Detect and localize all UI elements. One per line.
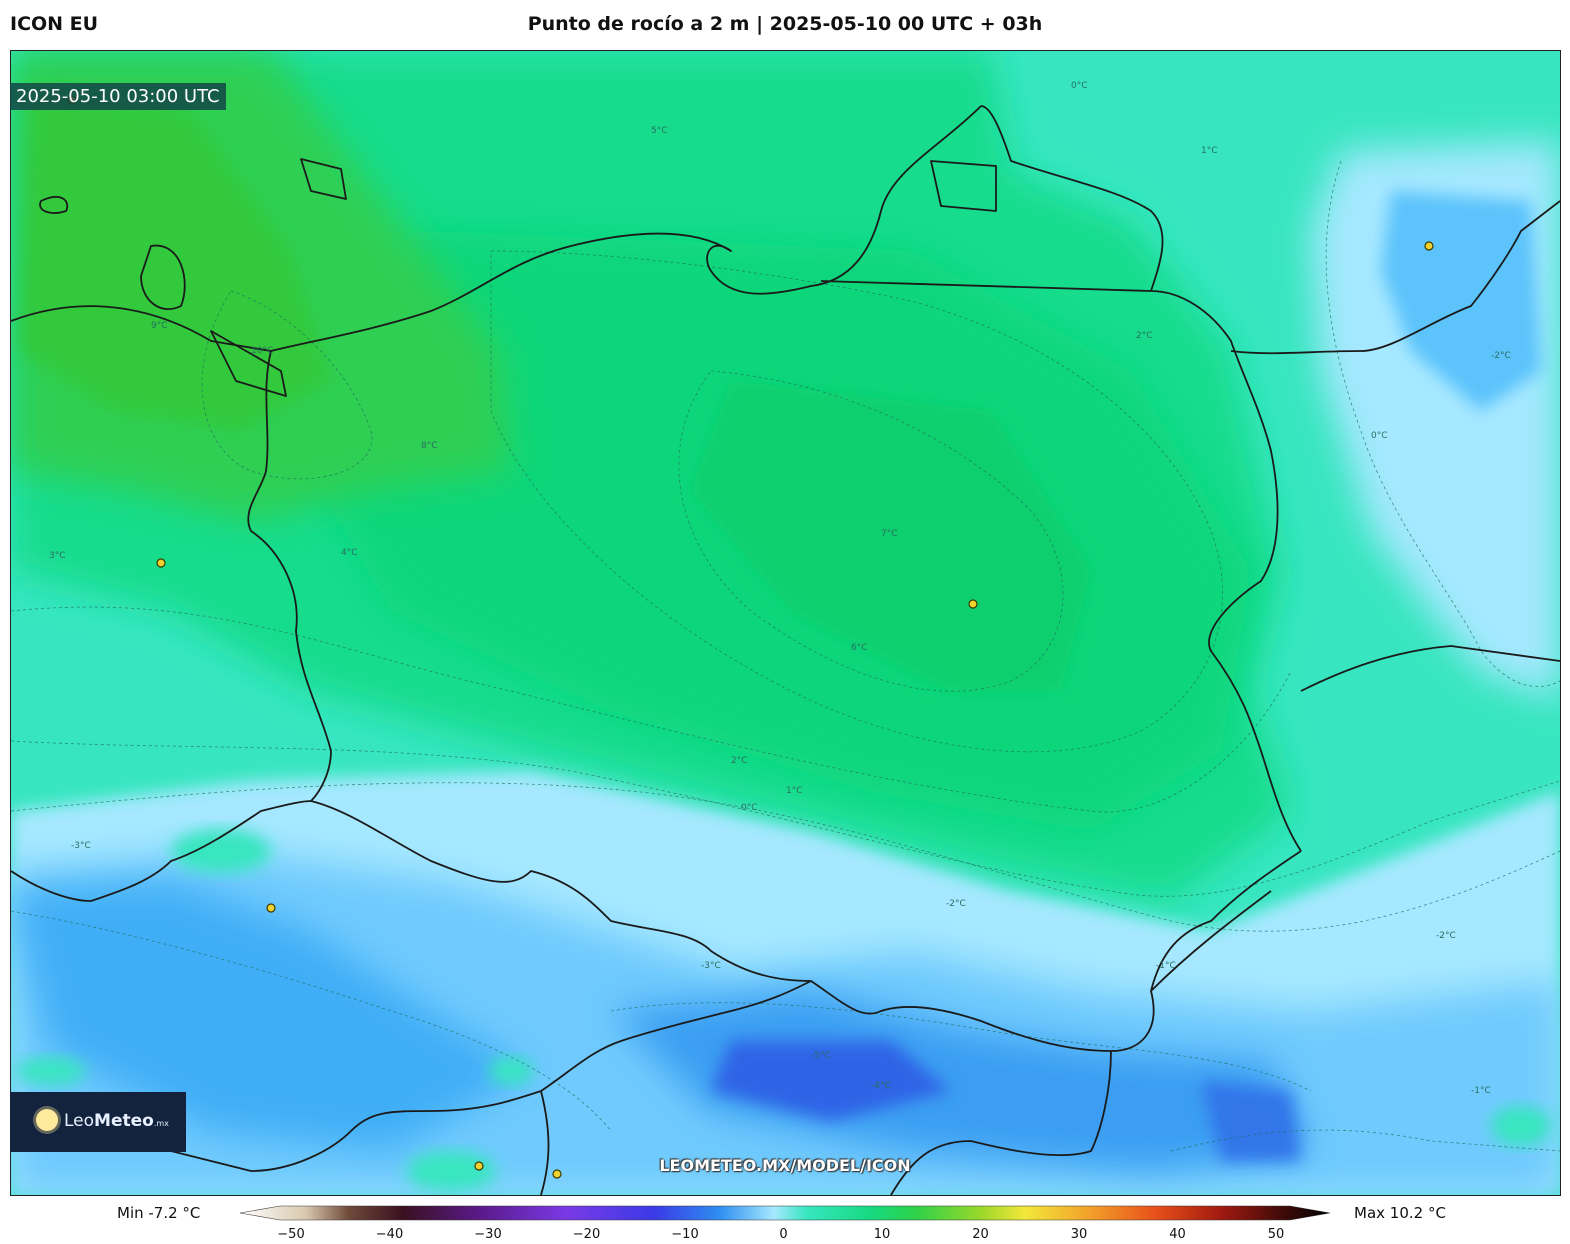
chart-title: Punto de rocío a 2 m | 2025-05-10 00 UTC… (527, 13, 1043, 35)
contour-label: -4°C (871, 1081, 891, 1091)
colorbar-tick: 50 (1267, 1227, 1285, 1242)
logo-suffix: .mx (153, 1119, 169, 1128)
colorbar-tick: 10 (873, 1227, 891, 1242)
contour-label: -5°C (811, 1051, 831, 1061)
contour-label: 0°C (1371, 431, 1388, 441)
contour-label: 0°C (741, 803, 758, 813)
contour-label: 1°C (1201, 146, 1218, 156)
site-watermark: LEOMETEO.MX/MODEL/ICON (659, 1156, 911, 1175)
weather-map[interactable]: 10°C 9°C 8°C 7°C 6°C 5°C 4°C 3°C 2°C 1°C… (10, 50, 1561, 1196)
contour-label: 2°C (731, 756, 748, 766)
city-markers (67, 95, 1434, 1179)
colorbar-tick: −50 (277, 1227, 305, 1242)
contour-label: 7°C (881, 529, 898, 539)
contour-label: 1°C (786, 786, 803, 796)
colorbar (240, 1205, 1330, 1221)
contour-label: 9°C (151, 321, 168, 331)
contour-label: -2°C (1436, 931, 1456, 941)
logo-text-bold: Meteo (94, 1111, 154, 1131)
contour-label: -1°C (1156, 961, 1176, 971)
contour-label: 3°C (49, 551, 66, 561)
logo-text: Leo (64, 1111, 95, 1131)
contour-label: -2°C (1491, 351, 1511, 361)
contour-label: 8°C (421, 441, 438, 451)
colorbar-max-label: Max 10.2 °C (1354, 1204, 1446, 1222)
contour-label: 10°C (251, 346, 274, 356)
colorbar-tick: 40 (1169, 1227, 1186, 1242)
map-field (11, 51, 1560, 1195)
contour-label: -3°C (71, 841, 91, 851)
colorbar-tick: −40 (375, 1227, 404, 1242)
contour-label: 0°C (1071, 81, 1088, 91)
leometeo-logo[interactable]: LeoMeteo.mx (10, 1092, 186, 1152)
colorbar-tick: 30 (1070, 1227, 1088, 1242)
model-name: ICON EU (10, 13, 99, 35)
contour-label: 4°C (341, 548, 358, 558)
contour-label: 6°C (851, 643, 868, 653)
sun-icon (36, 1109, 58, 1131)
contour-label: 2°C (1136, 331, 1153, 341)
colorbar-tick: 0 (779, 1227, 788, 1242)
colorbar-tick: −30 (474, 1227, 502, 1242)
contour-label: -1°C (1471, 1086, 1491, 1096)
colorbar-min-label: Min -7.2 °C (117, 1204, 201, 1222)
colorbar-tick: −10 (671, 1227, 699, 1242)
colorbar-tick: 20 (972, 1227, 989, 1242)
contour-label: -3°C (701, 961, 721, 971)
valid-time-badge: 2025-05-10 03:00 UTC (10, 83, 226, 110)
colorbar-tick: −20 (572, 1227, 601, 1242)
contour-label: -2°C (946, 899, 966, 909)
contour-label: 5°C (651, 126, 668, 136)
